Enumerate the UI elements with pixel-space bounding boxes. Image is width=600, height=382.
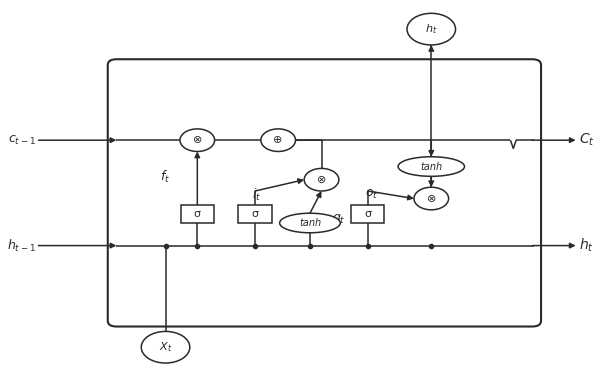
Text: $g_t$: $g_t$ (332, 212, 346, 226)
Circle shape (141, 332, 190, 363)
Text: ⊗: ⊗ (193, 135, 202, 145)
Text: $i_t$: $i_t$ (252, 187, 262, 203)
Ellipse shape (280, 213, 340, 233)
Text: $h_t$: $h_t$ (578, 237, 593, 254)
Text: $f_t$: $f_t$ (160, 169, 170, 185)
Text: ⊕: ⊕ (274, 135, 283, 145)
Text: σ: σ (364, 209, 371, 219)
Circle shape (414, 187, 449, 210)
Text: $C_t$: $C_t$ (578, 132, 595, 148)
FancyBboxPatch shape (181, 204, 214, 223)
Text: $c_{t-1}$: $c_{t-1}$ (8, 134, 35, 147)
Text: ⊗: ⊗ (427, 194, 436, 204)
Text: $h_{t-1}$: $h_{t-1}$ (7, 238, 35, 254)
Text: σ: σ (194, 209, 201, 219)
Text: tanh: tanh (420, 162, 442, 172)
Text: $X_t$: $X_t$ (159, 340, 172, 354)
Circle shape (304, 168, 339, 191)
Text: ⊗: ⊗ (317, 175, 326, 185)
Text: $o_t$: $o_t$ (365, 188, 378, 201)
Circle shape (407, 13, 455, 45)
FancyBboxPatch shape (351, 204, 385, 223)
Circle shape (180, 129, 215, 152)
Ellipse shape (398, 157, 464, 176)
Text: $h_t$: $h_t$ (425, 22, 437, 36)
Circle shape (261, 129, 296, 152)
Text: tanh: tanh (299, 218, 321, 228)
Text: σ: σ (251, 209, 259, 219)
FancyBboxPatch shape (238, 204, 272, 223)
